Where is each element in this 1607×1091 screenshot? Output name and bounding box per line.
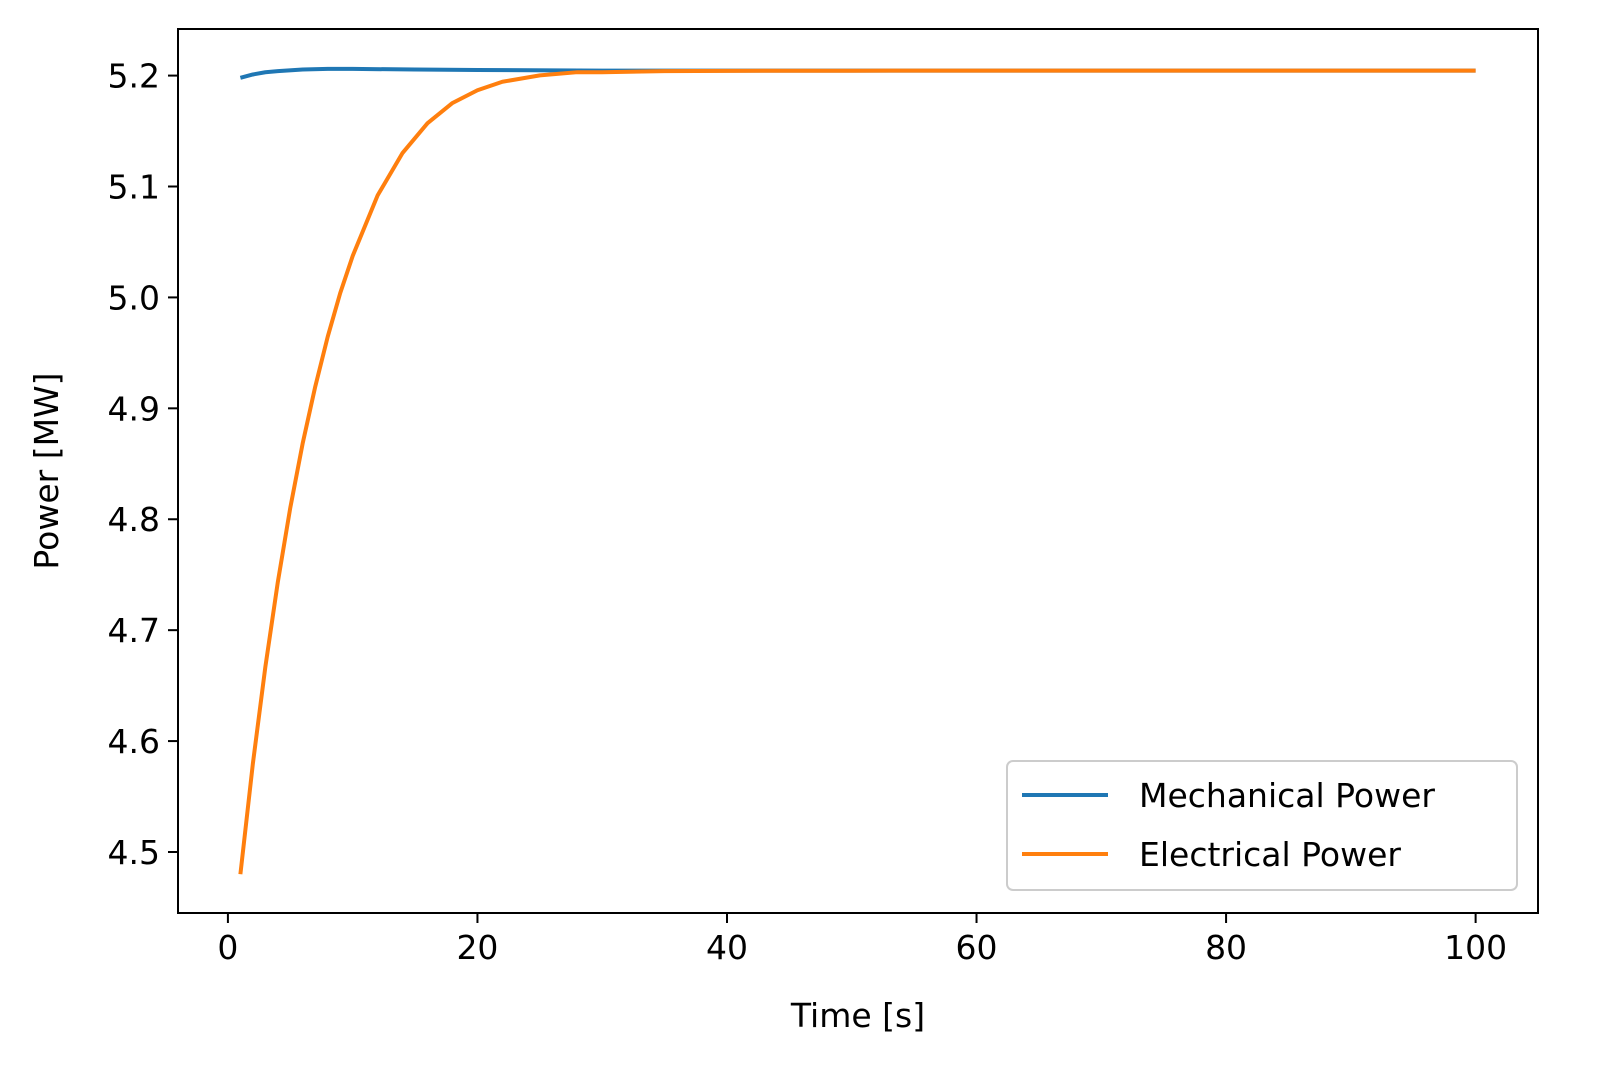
x-axis-ticks: 0 20 40 60 80 100 [217, 913, 1507, 967]
y-tick-label: 4.8 [108, 500, 160, 539]
legend-label-electrical-power: Electrical Power [1139, 835, 1401, 874]
y-tick-label: 4.6 [108, 722, 160, 761]
y-tick-label: 4.9 [108, 389, 160, 428]
x-tick-label: 0 [217, 928, 238, 967]
y-tick-label: 5.1 [108, 168, 160, 207]
plot-frame [177, 28, 1539, 914]
y-tick-label: 5.2 [108, 57, 160, 96]
x-tick-label: 80 [1205, 928, 1247, 967]
x-axis-label: Time [s] [790, 996, 925, 1035]
y-tick-label: 4.7 [108, 611, 160, 650]
y-axis-ticks: 4.5 4.6 4.7 4.8 4.9 5.0 5.1 5.2 [108, 57, 178, 872]
x-tick-label: 60 [956, 928, 998, 967]
legend: Mechanical Power Electrical Power [1006, 760, 1518, 891]
y-axis-label: Power [MW] [27, 372, 66, 569]
y-tick-label: 4.5 [108, 833, 160, 872]
y-tick-label: 5.0 [108, 278, 160, 317]
x-tick-label: 40 [706, 928, 748, 967]
x-tick-label: 100 [1444, 928, 1507, 967]
legend-label-mechanical-power: Mechanical Power [1139, 776, 1435, 815]
legend-box [1006, 760, 1518, 891]
series-layer [238, 66, 1476, 875]
series-line-electrical-power [238, 68, 1476, 875]
x-tick-label: 20 [456, 928, 498, 967]
